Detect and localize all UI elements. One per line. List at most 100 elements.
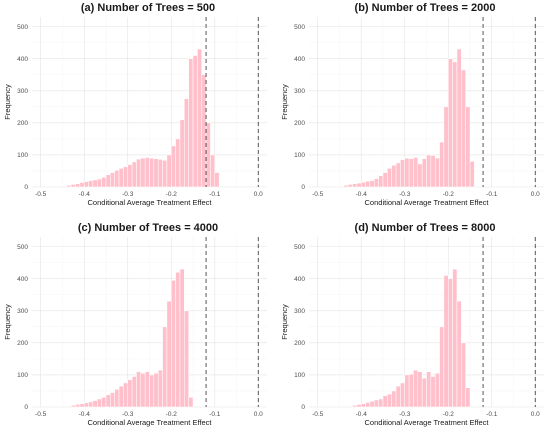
histogram-bar	[417, 371, 423, 408]
bars	[70, 268, 194, 408]
x-tick-label: 0.0	[254, 411, 263, 418]
histogram-bar	[70, 184, 76, 188]
bars	[343, 48, 475, 188]
x-tick-label: -0.2	[166, 411, 178, 418]
y-tick-label: 200	[294, 120, 305, 127]
x-tick-label: -0.2	[443, 411, 455, 418]
y-tick-label: 0	[24, 184, 28, 191]
histogram-bar	[378, 398, 384, 408]
histogram-bar	[92, 400, 98, 408]
histogram-bar	[144, 371, 150, 408]
x-tick-label: -0.2	[166, 191, 178, 198]
histogram-bar	[171, 145, 176, 188]
histogram-bar	[430, 376, 436, 408]
x-tick-label: -0.1	[486, 411, 498, 418]
histogram-bar	[140, 373, 146, 408]
histogram-bar	[184, 98, 189, 188]
histogram-bar	[347, 184, 353, 188]
histogram-bar	[127, 379, 133, 408]
x-tick-label: -0.4	[356, 411, 368, 418]
histogram-bar	[210, 154, 216, 188]
histogram-bar	[175, 272, 181, 408]
x-tick-label: -0.1	[209, 191, 221, 198]
histogram-bar	[123, 166, 128, 188]
histogram-bar	[382, 172, 388, 188]
histogram-bar	[105, 394, 111, 408]
histogram-bar	[369, 400, 375, 408]
panel-title: (c) Number of Trees = 4000	[78, 222, 218, 234]
x-axis-label: Conditional Average Treatment Effect	[88, 198, 213, 207]
x-tick-label: -0.4	[79, 411, 91, 418]
x-tick-label: -0.1	[486, 191, 498, 198]
x-tick-label: -0.5	[35, 411, 47, 418]
gridlines	[32, 237, 267, 408]
y-tick-label: 200	[294, 340, 305, 347]
histogram-bar	[144, 157, 150, 188]
y-tick-label: 100	[294, 372, 305, 379]
histogram-bar	[118, 385, 124, 408]
histogram-bar	[110, 392, 115, 408]
histogram-bar	[448, 278, 453, 408]
histogram-bar	[378, 175, 384, 188]
y-tick-label: 400	[17, 276, 28, 283]
histogram-bar	[461, 69, 466, 188]
y-tick-label: 300	[294, 88, 305, 95]
histogram-bar	[374, 399, 379, 408]
histogram-bar	[400, 159, 405, 188]
y-tick-label: 400	[294, 56, 305, 63]
histogram-bar	[83, 402, 89, 408]
histogram-bar	[356, 182, 362, 188]
histogram-bar	[175, 138, 181, 188]
histogram-bar	[374, 178, 379, 188]
histogram-bar	[131, 376, 137, 408]
histogram-bar	[188, 397, 194, 408]
y-tick-label: 300	[17, 88, 28, 95]
histogram-bar	[456, 48, 462, 188]
histogram-bar	[421, 377, 427, 408]
y-tick-label: 100	[17, 152, 28, 159]
histogram-bar	[387, 168, 392, 188]
histogram-bar	[140, 157, 146, 188]
histogram-bar	[352, 405, 358, 408]
histogram-bar	[118, 168, 124, 188]
histogram-bar	[188, 58, 194, 188]
y-tick-label: 500	[17, 244, 28, 251]
histogram-bar	[439, 326, 445, 408]
histogram-bar	[105, 174, 111, 188]
histogram-bar	[157, 159, 163, 188]
histogram-bar	[430, 155, 436, 188]
histogram-bar	[452, 268, 458, 408]
histogram-bar	[413, 157, 419, 188]
histogram-bar	[465, 387, 471, 408]
histogram-bar	[400, 382, 405, 408]
histogram-bar	[101, 397, 107, 408]
panel-title: (a) Number of Trees = 500	[81, 2, 215, 14]
y-tick-label: 400	[294, 276, 305, 283]
histogram-bar	[201, 74, 207, 188]
y-tick-label: 300	[17, 308, 28, 315]
bars	[66, 48, 220, 188]
histogram-panel-1: (a) Number of Trees = 500 0 100 200 300 400 50…	[3, 2, 267, 207]
y-axis-label: Frequency	[280, 84, 289, 120]
histogram-panel-2: (b) Number of Trees = 2000 0 100 200 300 400 5…	[280, 2, 544, 207]
histogram-bar	[127, 164, 133, 188]
histogram-bar	[123, 382, 128, 408]
histogram-bar	[391, 390, 397, 408]
histogram-panel-3: (c) Number of Trees = 4000 0 100 200 300 400 5…	[3, 222, 267, 427]
histogram-bar	[352, 183, 358, 188]
x-tick-label: -0.3	[122, 411, 134, 418]
x-tick-label: -0.4	[356, 191, 368, 198]
histogram-bar	[153, 158, 159, 188]
histogram-bar	[79, 182, 85, 188]
y-tick-label: 400	[17, 56, 28, 63]
x-tick-label: -0.2	[443, 191, 455, 198]
histogram-bar	[391, 164, 397, 188]
histogram-bar	[452, 61, 458, 188]
y-tick-label: 0	[24, 404, 28, 411]
histogram-bar	[179, 268, 185, 408]
histogram-bar	[465, 106, 471, 188]
x-tick-label: -0.4	[79, 191, 91, 198]
y-axis-label: Frequency	[3, 304, 12, 340]
histogram-bar	[192, 55, 198, 188]
